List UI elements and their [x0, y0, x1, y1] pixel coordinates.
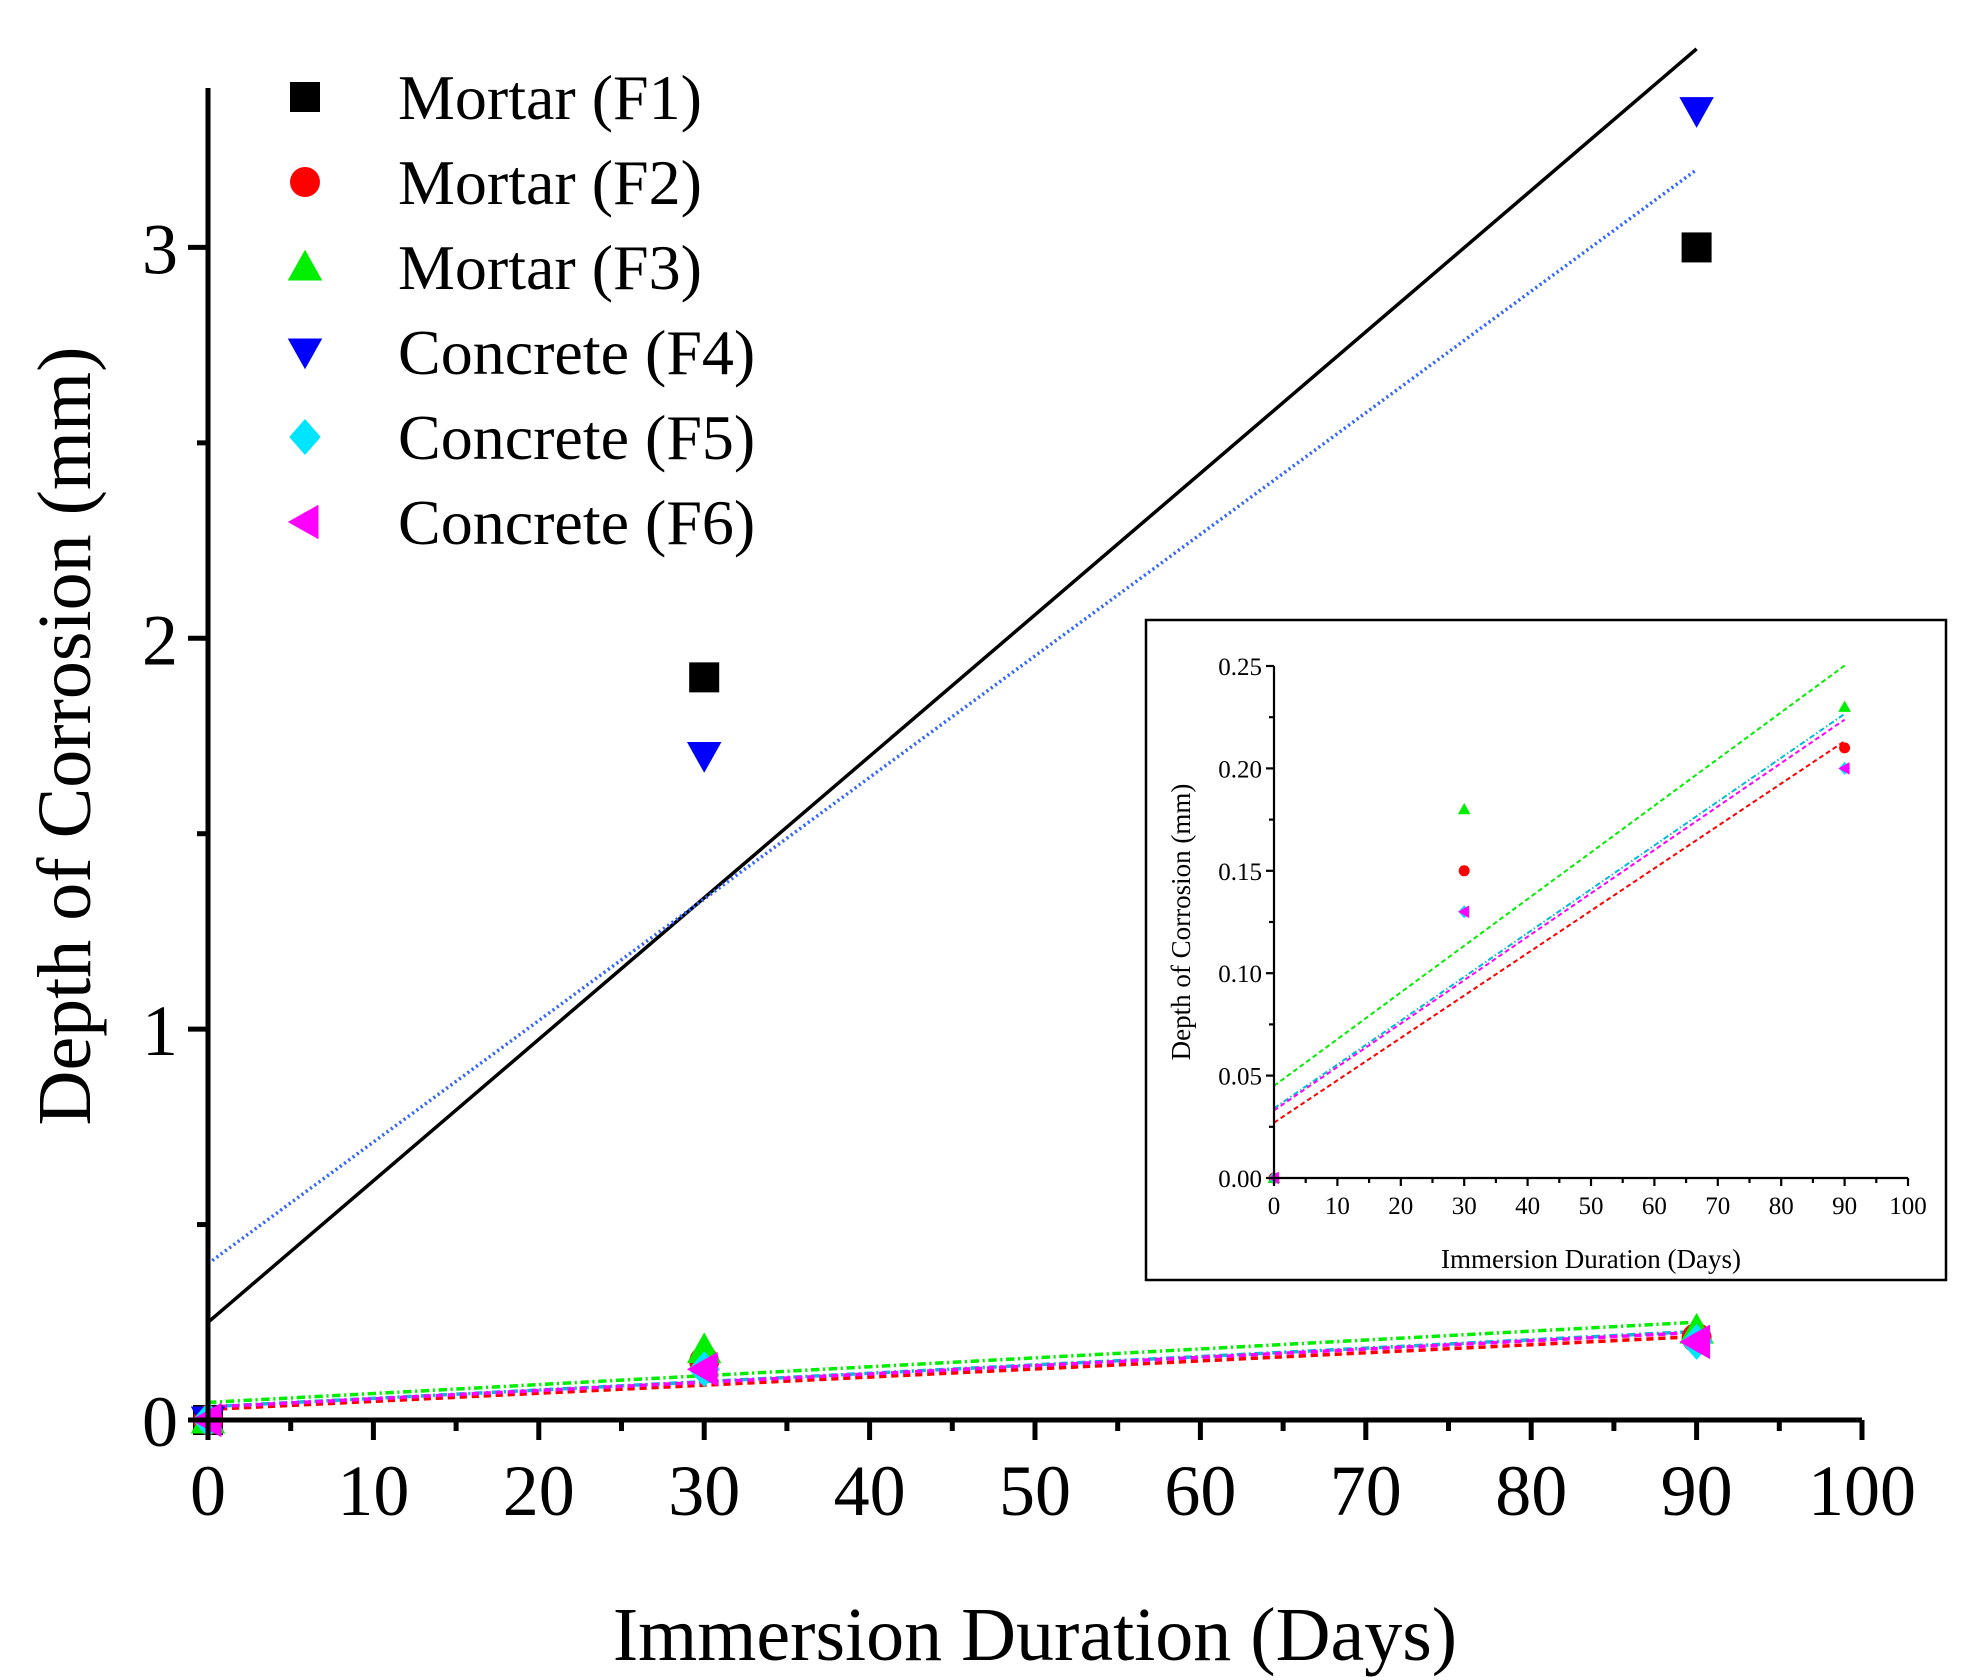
fit-line-concrete-f6 — [1273, 718, 1846, 1112]
main-x-tick-label: 100 — [1808, 1451, 1916, 1531]
main-x-tick-label: 90 — [1661, 1451, 1733, 1531]
data-point-mortar-f2 — [1458, 865, 1470, 877]
inset-x-tick-label: 90 — [1832, 1193, 1857, 1220]
legend-marker-mortar-f3 — [287, 249, 323, 281]
main-y-tick-label: 3 — [142, 209, 178, 289]
fit-line-mortar-f2 — [1273, 740, 1846, 1124]
inset-frame — [1144, 618, 1948, 1282]
inset-tick-labels: 0 10 20 30 40 50 60 70 80 90 100 0.00 0.05 0.10 0.15 0.… — [1218, 654, 1927, 1220]
main-x-tick-label: 80 — [1495, 1451, 1567, 1531]
fit-line-mortar-f1 — [206, 47, 1698, 1324]
data-point-mortar-f3 — [1457, 803, 1471, 815]
legend-label-concrete-f6: Concrete (F6) — [398, 487, 755, 558]
legend-label-mortar-f2: Mortar (F2) — [398, 147, 702, 218]
data-point-concrete-f4 — [686, 742, 722, 773]
inset-x-tick-label: 50 — [1579, 1193, 1604, 1220]
fit-line-mortar-f3 — [1273, 664, 1846, 1087]
data-point-concrete-f6 — [1679, 1324, 1711, 1360]
inset-data-markers — [1267, 700, 1851, 1185]
inset-x-tick-label: 100 — [1889, 1193, 1927, 1220]
inset-plot: 0 10 20 30 40 50 60 70 80 90 100 0.00 0.05 0.10 0.15 0.… — [1144, 618, 1948, 1282]
inset-y-axis-title: Depth of Corrosion (mm) — [1166, 784, 1196, 1061]
legend-label-concrete-f5: Concrete (F5) — [398, 402, 755, 473]
inset-x-tick-label: 30 — [1452, 1193, 1477, 1220]
inset-x-tick-label: 10 — [1325, 1193, 1350, 1220]
main-y-tick-label: 0 — [142, 1382, 178, 1462]
data-point-concrete-f6 — [1838, 762, 1850, 775]
main-x-tick-label: 40 — [834, 1451, 906, 1531]
legend: Mortar (F1) Mortar (F2) Mortar (F3) Concret… — [287, 62, 755, 558]
main-axes — [188, 88, 1865, 1440]
data-point-concrete-f6 — [686, 1351, 718, 1387]
data-point-concrete-f4 — [1679, 97, 1714, 128]
legend-marker-concrete-f5 — [289, 419, 321, 455]
fit-line-concrete-f4 — [206, 168, 1698, 1266]
legend-marker-concrete-f4 — [287, 338, 323, 370]
inset-x-tick-label: 80 — [1769, 1193, 1794, 1220]
inset-y-tick-label: 0.05 — [1218, 1064, 1262, 1091]
data-point-mortar-f3 — [1838, 700, 1851, 712]
inset-x-tick-label: 0 — [1268, 1193, 1281, 1220]
inset-y-tick-label: 0.00 — [1218, 1166, 1262, 1193]
main-x-tick-label: 60 — [1164, 1451, 1236, 1531]
fit-line-concrete-f6 — [207, 1330, 1697, 1409]
data-point-mortar-f2 — [1839, 742, 1851, 754]
legend-marker-mortar-f1 — [290, 82, 320, 112]
inset-y-tick-label: 0.25 — [1218, 654, 1262, 681]
main-x-tick-label: 50 — [999, 1451, 1071, 1531]
inset-x-tick-label: 60 — [1642, 1193, 1667, 1220]
main-fit-lines — [206, 47, 1698, 1412]
main-x-tick-label: 70 — [1330, 1451, 1402, 1531]
main-x-tick-label: 20 — [503, 1451, 575, 1531]
inset-y-tick-label: 0.10 — [1218, 961, 1262, 988]
inset-x-tick-label: 70 — [1705, 1193, 1730, 1220]
inset-x-tick-label: 40 — [1515, 1193, 1540, 1220]
fit-line-mortar-f2 — [207, 1334, 1697, 1412]
inset-axes — [1266, 664, 1910, 1186]
data-point-mortar-f1 — [689, 662, 720, 693]
legend-marker-concrete-f6 — [287, 504, 319, 540]
main-x-axis-title: Immersion Duration (Days) — [613, 1593, 1457, 1677]
inset-y-tick-label: 0.15 — [1218, 859, 1262, 886]
fit-line-concrete-f5 — [1273, 713, 1846, 1110]
main-y-tick-label: 2 — [142, 600, 178, 680]
main-x-tick-label: 0 — [190, 1451, 226, 1531]
legend-label-mortar-f3: Mortar (F3) — [398, 232, 702, 303]
main-y-axis-title: Depth of Corrosion (mm) — [23, 347, 107, 1126]
main-x-tick-label: 10 — [337, 1451, 409, 1531]
legend-marker-mortar-f2 — [290, 167, 320, 197]
inset-fit-lines — [1273, 664, 1846, 1124]
data-point-mortar-f1 — [1681, 232, 1712, 263]
main-x-tick-label: 30 — [668, 1451, 740, 1531]
data-point-concrete-f6 — [1457, 905, 1470, 919]
legend-label-concrete-f4: Concrete (F4) — [398, 317, 755, 388]
legend-label-mortar-f1: Mortar (F1) — [398, 62, 702, 133]
main-y-tick-label: 1 — [142, 991, 178, 1071]
inset-x-tick-label: 20 — [1388, 1193, 1413, 1220]
inset-x-axis-title: Immersion Duration (Days) — [1441, 1244, 1741, 1274]
inset-y-tick-label: 0.20 — [1218, 756, 1262, 783]
